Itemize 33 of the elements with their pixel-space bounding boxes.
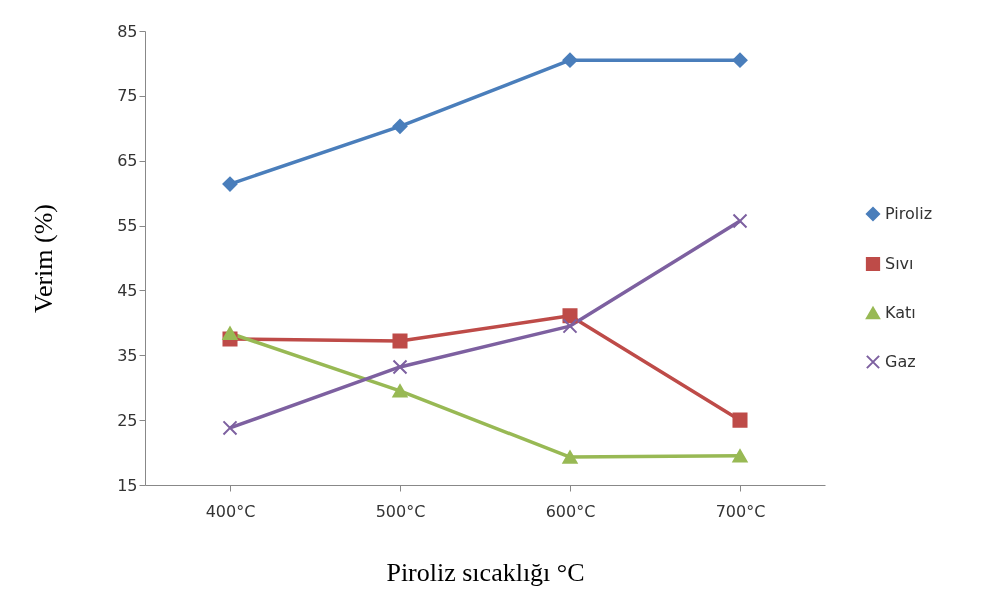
legend-label: Gaz [885, 352, 916, 371]
legend-label: Piroliz [885, 204, 933, 223]
point [392, 118, 408, 134]
point [562, 52, 578, 68]
point [562, 308, 578, 324]
legend-label: Katı [885, 303, 916, 322]
point [392, 359, 408, 375]
point [562, 318, 578, 334]
point [562, 450, 578, 464]
x-tick-label: 700°C [715, 501, 766, 521]
x-tick-label: 400°C [205, 501, 256, 521]
y-tick-label: 35 [117, 345, 138, 365]
legend-label: Sıvı [885, 254, 914, 273]
point [732, 52, 748, 68]
x-tick-label: 600°C [545, 501, 596, 521]
y-tick-label: 85 [117, 21, 138, 41]
y-tick-label: 15 [117, 475, 138, 495]
x-axis-title: Piroliz sıcaklığı °C [386, 557, 585, 587]
point [222, 176, 238, 192]
point [732, 213, 748, 229]
y-tick-label: 45 [117, 280, 138, 300]
point [392, 333, 408, 349]
y-tick-label: 65 [117, 151, 138, 171]
y-tick-label: 55 [117, 216, 138, 236]
x-tick-label: 500°C [375, 501, 426, 521]
point [732, 412, 748, 428]
point [392, 384, 408, 398]
point [732, 449, 748, 463]
point [222, 420, 238, 436]
point [222, 326, 238, 340]
y-tick-label: 75 [117, 86, 138, 106]
y-tick-label: 25 [117, 410, 138, 430]
y-axis-title: Verim (%) [29, 203, 59, 314]
